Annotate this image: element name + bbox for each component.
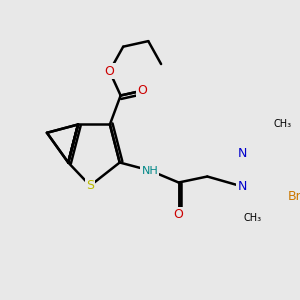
Text: CH₃: CH₃ <box>244 213 262 223</box>
Text: N: N <box>238 147 247 160</box>
Text: N: N <box>238 180 247 193</box>
Text: S: S <box>86 179 94 192</box>
Text: O: O <box>138 84 148 97</box>
Text: Br: Br <box>288 190 300 202</box>
Text: CH₃: CH₃ <box>274 118 292 129</box>
Text: NH: NH <box>142 166 158 176</box>
Text: O: O <box>105 65 114 78</box>
Text: O: O <box>174 208 184 221</box>
